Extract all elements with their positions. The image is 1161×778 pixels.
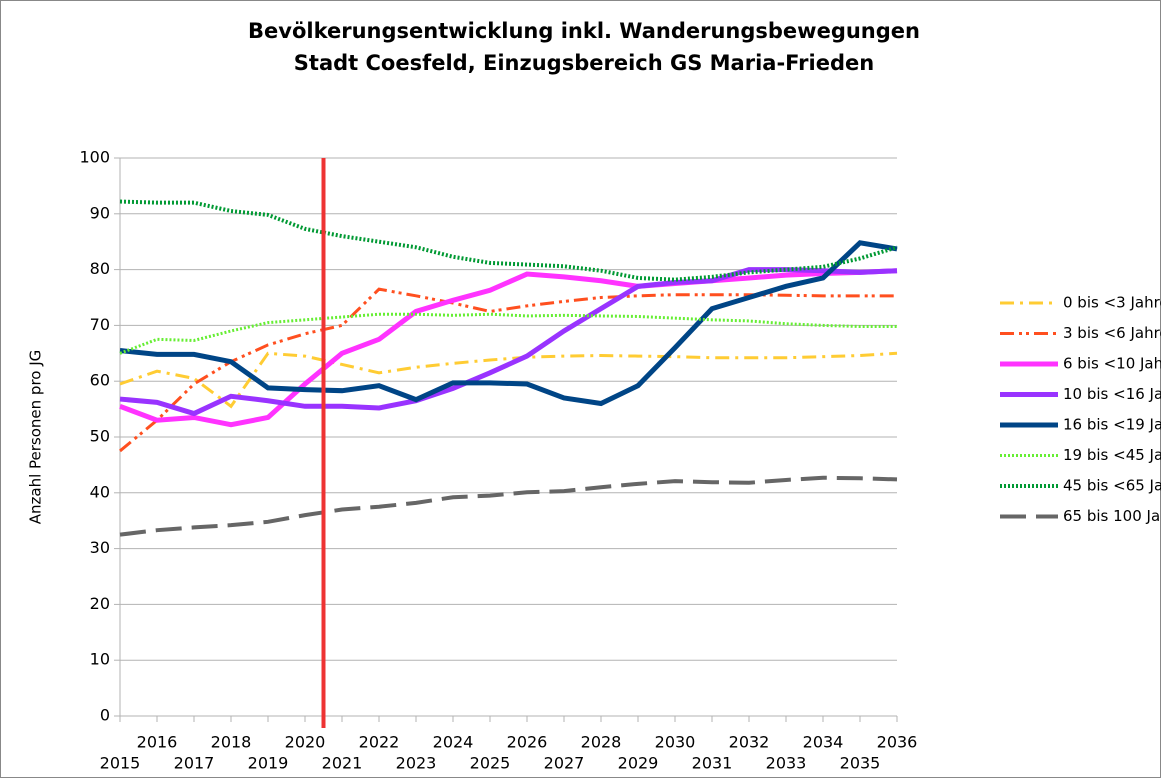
- x-tick-label: 2033: [766, 754, 807, 773]
- legend-label: 0 bis <3 Jahre: [1063, 294, 1161, 312]
- x-tick-label: 2017: [174, 754, 215, 773]
- chart-title: Bevölkerungsentwicklung inkl. Wanderungs…: [248, 19, 920, 43]
- legend-label: 10 bis <16 Jahre: [1063, 385, 1161, 403]
- x-tick-label: 2027: [544, 754, 585, 773]
- x-tick-label: 2020: [285, 733, 326, 752]
- x-tick-label: 2032: [729, 733, 770, 752]
- series-line: [119, 240, 898, 407]
- x-tick-label: 2030: [655, 733, 696, 752]
- x-tick-label: 2034: [803, 733, 844, 752]
- legend-label: 16 bis <19 Jahre: [1063, 416, 1161, 434]
- y-tick-label: 100: [79, 148, 110, 167]
- series-line: [119, 287, 897, 453]
- x-tick-label: 2021: [322, 754, 363, 773]
- y-tick-label: 10: [90, 650, 110, 669]
- chart-subtitle: Stadt Coesfeld, Einzugsbereich GS Maria-…: [294, 51, 874, 75]
- x-tick-label: 2016: [137, 733, 178, 752]
- x-tick-label: 2035: [840, 754, 881, 773]
- legend-label: 45 bis <65 Jahre: [1063, 477, 1161, 495]
- y-tick-label: 20: [90, 594, 110, 613]
- legend-label: 3 bis <6 Jahre: [1063, 324, 1161, 342]
- series-line: [119, 268, 898, 428]
- x-tick-label: 2025: [470, 754, 511, 773]
- y-tick-label: 0: [100, 706, 110, 725]
- y-tick-label: 80: [90, 259, 110, 278]
- y-tick-label: 50: [90, 427, 110, 446]
- x-tick-label: 2026: [507, 733, 548, 752]
- x-tick-label: 2015: [100, 754, 141, 773]
- x-tick-label: 2029: [618, 754, 659, 773]
- y-tick-label: 70: [90, 315, 110, 334]
- x-tick-label: 2036: [877, 733, 918, 752]
- series-line: [119, 312, 897, 355]
- y-tick-label: 30: [90, 538, 110, 557]
- legend-label: 19 bis <45 Jahre: [1063, 446, 1161, 464]
- series-line: [119, 475, 898, 537]
- y-tick-label: 60: [90, 371, 110, 390]
- y-tick-label: 90: [90, 203, 110, 222]
- x-tick-label: 2023: [396, 754, 437, 773]
- x-tick-label: 2028: [581, 733, 622, 752]
- y-tick-label: 40: [90, 482, 110, 501]
- series-line: [119, 351, 898, 409]
- legend-label: 6 bis <10 Jahre: [1063, 355, 1161, 373]
- x-tick-label: 2024: [433, 733, 474, 752]
- x-tick-label: 2018: [211, 733, 252, 752]
- x-tick-label: 2031: [692, 754, 733, 773]
- x-tick-label: 2019: [248, 754, 289, 773]
- legend-label: 65 bis 100 Jahre: [1063, 507, 1161, 525]
- x-tick-label: 2022: [359, 733, 400, 752]
- y-axis-label: Anzahl Personen pro JG: [27, 350, 45, 525]
